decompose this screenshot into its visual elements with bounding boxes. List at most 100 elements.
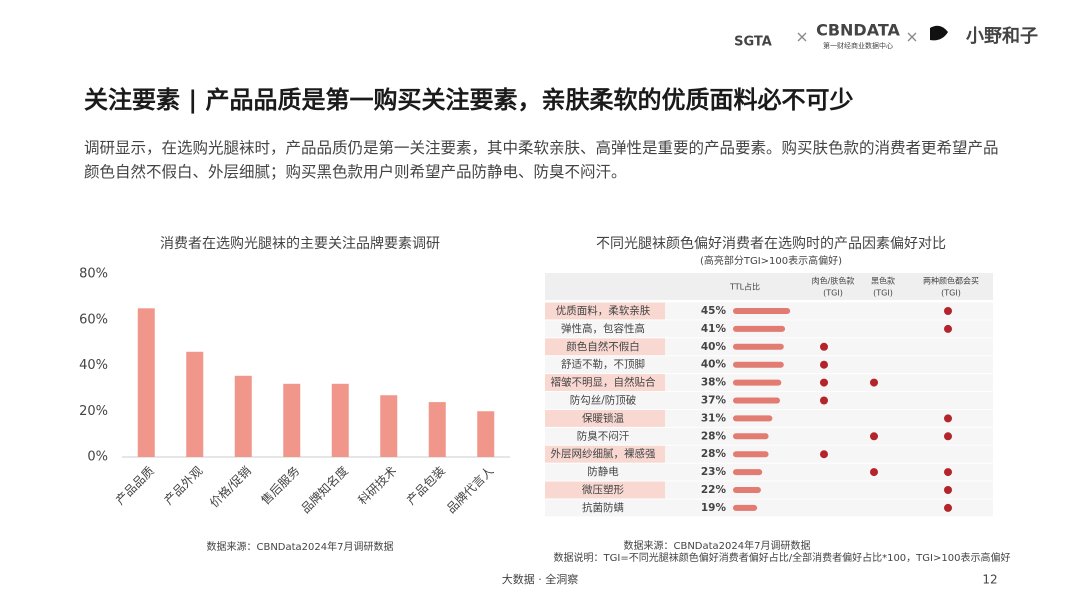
y-tick-label: 40% xyxy=(79,358,108,373)
x-tick-label: 品牌代言人 xyxy=(444,464,496,516)
row-label: 防静电 xyxy=(587,465,619,478)
row-highlight xyxy=(545,338,665,356)
note: 数据说明：TGI=不同光腿袜颜色偏好消费者偏好占比/全部消费者偏好占比*100，… xyxy=(554,551,1011,564)
tgi-dot xyxy=(820,342,828,351)
ttl-bar xyxy=(733,504,758,511)
slide-title: 关注要素 | 产品品质是第一购买关注要素，亲肤柔软的优质面料必不可少 xyxy=(84,86,854,114)
tgi-dot xyxy=(820,450,828,459)
value-label: 37% xyxy=(701,395,727,407)
ttl-bar xyxy=(733,379,782,386)
row-bg xyxy=(545,463,993,481)
bar xyxy=(380,395,398,457)
tgi-dot xyxy=(944,307,952,315)
logo: CBNDATA xyxy=(816,21,900,40)
x-tick-label: 产品品质 xyxy=(113,464,157,508)
row-label: 抗菌防螨 xyxy=(582,501,624,514)
logo: SGTA xyxy=(734,35,772,50)
row-label: 优质面料，柔软亲肤 xyxy=(556,304,651,317)
tgi-dot xyxy=(944,432,952,441)
x-tick-label: 售后服务 xyxy=(258,463,303,508)
x-tick-label: 产品包装 xyxy=(404,464,448,508)
x-tick-label: 产品外观 xyxy=(161,464,205,508)
tgi-dot xyxy=(870,378,878,387)
logo-caption: 第一财经商业数据中心 xyxy=(823,41,893,50)
tgi-dot xyxy=(944,486,952,494)
value-label: 40% xyxy=(701,341,727,353)
tgi-dot xyxy=(820,396,828,405)
row-bg xyxy=(545,499,993,517)
ttl-bar xyxy=(733,433,769,440)
row-highlight xyxy=(545,302,665,320)
tgi-dot xyxy=(944,468,952,477)
logo: 小野和子 xyxy=(966,26,1038,47)
value-label: 38% xyxy=(701,377,727,389)
value-label: 31% xyxy=(701,412,727,424)
bar xyxy=(477,411,495,457)
ttl-bar xyxy=(733,308,791,314)
bar xyxy=(186,351,204,457)
y-tick-label: 60% xyxy=(79,312,108,327)
y-tick-label: 0% xyxy=(87,450,108,465)
bar xyxy=(283,383,301,457)
bar xyxy=(331,383,349,457)
row-bg xyxy=(545,427,993,445)
y-tick-label: 80% xyxy=(79,267,108,282)
bar xyxy=(137,308,155,457)
intro-text: 调研显示，在选购光腿袜时，产品品质仍是第一关注要素，其中柔软亲肤、高弹性是重要的… xyxy=(84,139,999,181)
x-tick-label: 科研技术 xyxy=(355,464,399,508)
ttl-bar xyxy=(733,487,761,493)
value-label: 40% xyxy=(701,359,727,371)
value-label: 41% xyxy=(701,323,727,335)
tgi-dot xyxy=(820,378,828,387)
row-label: 弹性高，包容性高 xyxy=(561,322,645,335)
row-label: 褶皱不明显，自然贴合 xyxy=(551,376,656,389)
column-header: 黑色款 xyxy=(871,276,895,286)
source: 数据来源：CBNData2024年7月调研数据 xyxy=(623,539,810,552)
value-label: 45% xyxy=(701,305,727,317)
row-label: 微压塑形 xyxy=(582,483,624,496)
tgi-dot xyxy=(820,360,828,369)
ttl-bar xyxy=(733,451,769,458)
row-highlight xyxy=(545,409,665,427)
column-header: 两种颜色都会买 xyxy=(923,276,979,286)
tgi-dot xyxy=(944,324,952,333)
tgi-dot xyxy=(944,503,952,512)
value-label: 22% xyxy=(701,484,727,496)
value-label: 28% xyxy=(701,430,727,442)
table-subtitle: (高亮部分TGI>100表示高偏好) xyxy=(700,254,842,267)
ttl-bar xyxy=(733,415,773,422)
value-label: 19% xyxy=(701,502,727,514)
ttl-bar xyxy=(733,397,780,404)
row-label: 舒适不勒，不顶脚 xyxy=(561,358,645,371)
row-label: 外层网纱细腻，裸感强 xyxy=(551,447,656,460)
value-label: 23% xyxy=(701,466,727,478)
page-number: 12 xyxy=(982,573,997,587)
bar xyxy=(234,375,252,457)
logo-icon xyxy=(930,25,948,41)
column-header: (TGI) xyxy=(823,289,843,298)
bar xyxy=(428,402,446,457)
tgi-dot xyxy=(870,432,878,441)
y-tick-label: 20% xyxy=(79,404,108,419)
table-title: 不同光腿袜颜色偏好消费者在选购时的产品因素偏好对比 xyxy=(596,235,946,252)
column-header: (TGI) xyxy=(941,289,961,298)
ttl-bar xyxy=(733,343,784,350)
row-highlight xyxy=(545,481,665,499)
ttl-bar xyxy=(733,469,763,476)
column-header: (TGI) xyxy=(873,289,893,298)
x-tick-label: 品牌知名度 xyxy=(298,463,351,516)
row-label: 颜色自然不假白 xyxy=(566,340,640,353)
column-header: TTL占比 xyxy=(729,282,760,292)
ttl-bar xyxy=(733,325,786,332)
column-header: 肉色/肤色款 xyxy=(812,276,855,286)
separator xyxy=(797,32,917,42)
row-highlight xyxy=(545,445,665,463)
row-label: 防勾丝/防顶破 xyxy=(570,394,637,407)
table-header-bg xyxy=(545,273,993,300)
x-tick-label: 价格/促销 xyxy=(206,463,253,510)
ttl-bar xyxy=(733,361,784,368)
row-label: 保暖锁温 xyxy=(582,411,624,424)
chart-title: 消费者在选购光腿袜的主要关注品牌要素调研 xyxy=(160,235,440,252)
